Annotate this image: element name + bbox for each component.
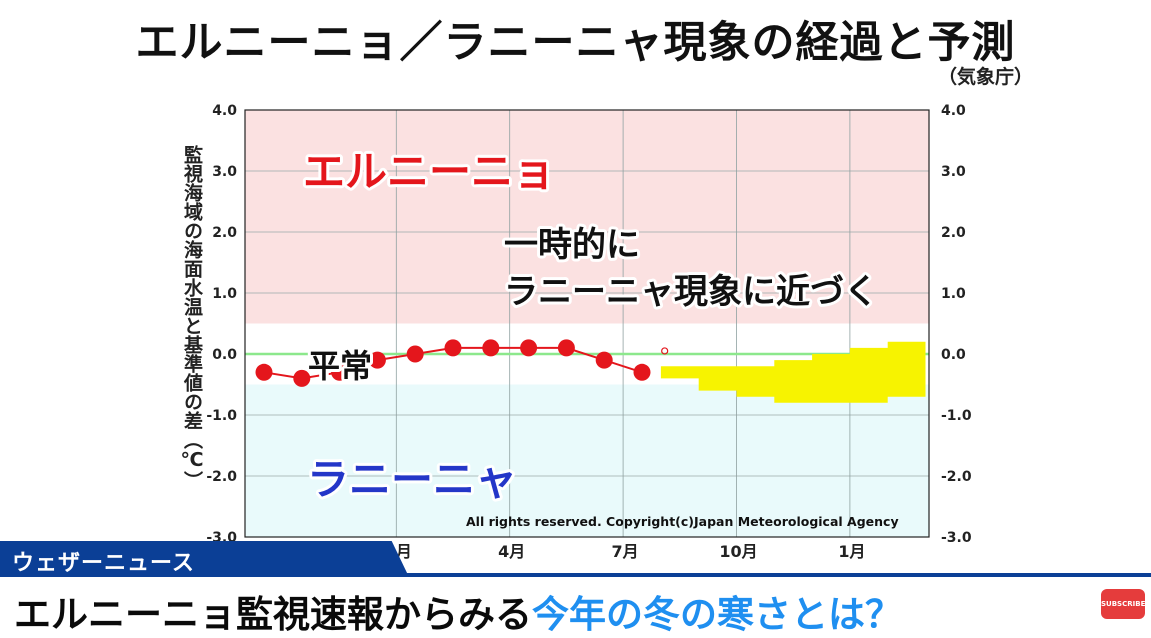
banner-tag-background: [0, 541, 408, 575]
observed-point-7: [520, 339, 538, 357]
observed-point-1: [293, 369, 311, 387]
headline-part-2: 今年の冬の寒さとは？: [532, 593, 902, 636]
el-nino-band: [245, 110, 929, 324]
observed-point-5: [444, 339, 462, 357]
normal-label: 平常: [308, 347, 372, 385]
y-tick-label-left-2: 2.0: [212, 225, 237, 241]
copyright-text: All rights reserved. Copyright(c)Japan M…: [466, 514, 899, 529]
y-tick-label-right-3: 1.0: [941, 286, 966, 302]
observed-point-0: [255, 363, 273, 381]
y-tick-label-right-4: 0.0: [941, 347, 966, 363]
observed-point-3: [368, 351, 386, 369]
y-tick-label-right-6: -2.0: [941, 469, 972, 485]
y-tick-label-right-2: 2.0: [941, 225, 966, 241]
x-tick-label-2: 7月: [612, 542, 639, 561]
forecast-range-area: [660, 341, 926, 403]
y-tick-label-left-5: -1.0: [206, 408, 237, 424]
y-tick-label-right-0: 4.0: [941, 103, 966, 119]
la-nina-label: ラニーニャ: [307, 455, 517, 504]
observed-point-2: [331, 363, 349, 381]
y-tick-label-left-0: 4.0: [212, 103, 237, 119]
chart-source: （気象庁）: [937, 66, 1033, 88]
forecast-start-marker: [661, 347, 669, 355]
observed-point-4: [406, 345, 424, 363]
observed-point-9: [595, 351, 613, 369]
y-tick-label-left-1: 3.0: [212, 164, 237, 180]
y-tick-label-left-4: 0.0: [212, 347, 237, 363]
subscribe-button[interactable]: SUBSCRIBE: [1101, 589, 1145, 619]
y-tick-label-left-3: 1.0: [212, 286, 237, 302]
y-tick-label-right-7: -3.0: [941, 530, 972, 546]
note-line-2: ラニーニャ現象に近づく: [504, 272, 878, 312]
banner-headline: エルニーニョ監視速報からみる今年の冬の寒さとは？: [14, 584, 902, 638]
banner-headline-background: [0, 577, 1151, 634]
plot-frame: [244, 109, 930, 538]
y-tick-label-right-5: -1.0: [941, 408, 972, 424]
x-tick-label-1: 4月: [498, 542, 525, 561]
la-nina-band: [245, 384, 929, 537]
headline-part-1: エルニーニョ監視速報からみる: [14, 593, 532, 636]
observed-point-8: [557, 339, 575, 357]
observed-point-10: [633, 363, 651, 381]
y-tick-label-left-6: -2.0: [206, 469, 237, 485]
note-line-1: 一時的に: [504, 225, 640, 265]
el-nino-label: エルニーニョ: [303, 147, 555, 196]
y-tick-label-right-1: 3.0: [941, 164, 966, 180]
observed-point-6: [482, 339, 500, 357]
banner-divider: [0, 573, 1151, 577]
y-axis-label: 監視海域の海面水温と基準値の差（℃）: [181, 145, 203, 490]
x-tick-label-4: 1月: [838, 542, 865, 561]
chart-title: エルニーニョ／ラニーニャ現象の経過と予測: [135, 18, 1016, 68]
banner-tag: ウェザーニュース: [12, 551, 195, 576]
x-tick-label-3: 10月: [719, 542, 757, 561]
